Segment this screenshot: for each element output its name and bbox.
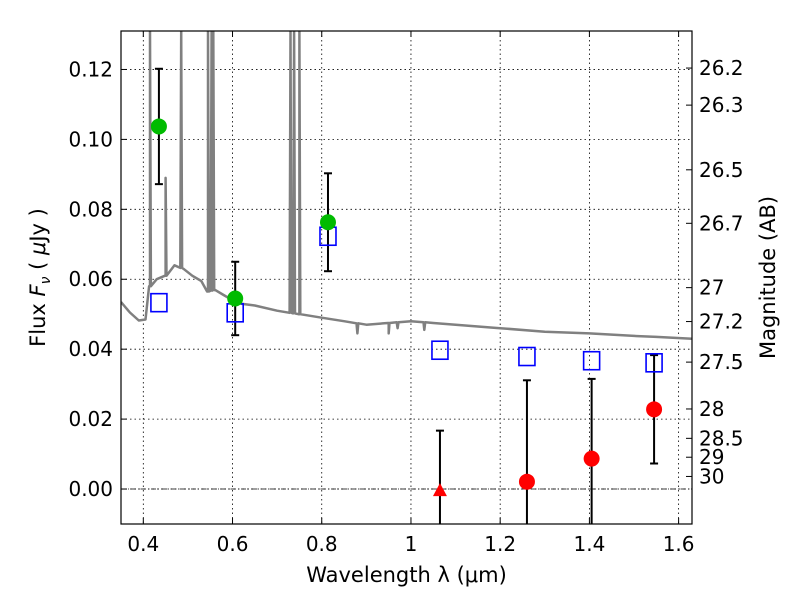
marker-layer — [150, 118, 663, 497]
right-tick-label: 26.5 — [699, 158, 744, 182]
y-axis-label-mu: μ — [26, 242, 50, 256]
y-tick-label: 0.10 — [68, 127, 113, 151]
non-detected-flux-point — [518, 473, 535, 490]
y-axis-label-prefix: Flux — [26, 297, 50, 347]
right-tick-label: 28.5 — [699, 426, 744, 450]
y-axis-label: Flux Fν ( μJy ) — [26, 208, 54, 347]
right-tick-label: 27 — [699, 276, 724, 300]
right-tick-label: 30 — [699, 464, 724, 488]
y-tick-label: 0.04 — [68, 337, 113, 361]
right-tick-label: 29 — [699, 445, 724, 469]
non-detected-flux-point — [646, 401, 663, 418]
non-detected-upper-limit-triangle — [432, 483, 447, 497]
y-tick-label: 0.08 — [68, 197, 113, 221]
spectrum-layer — [121, 31, 692, 340]
x-tick-label: 0.6 — [217, 532, 249, 556]
model-photometry-square — [431, 340, 449, 361]
x-tick-label: 1.2 — [484, 532, 516, 556]
x-tick-label: 1 — [405, 532, 418, 556]
x-tick-label: 1.6 — [663, 532, 695, 556]
y-axis-label-unit-open: ( — [26, 255, 50, 277]
detected-flux-point — [227, 290, 244, 307]
right-tick-label: 28 — [699, 397, 724, 421]
right-tick-label: 27.2 — [699, 310, 744, 334]
x-tick-label: 1.4 — [573, 532, 605, 556]
grid-layer — [121, 31, 692, 524]
x-tick-label: 0.4 — [127, 532, 159, 556]
right-tick-label: 27.5 — [699, 350, 744, 374]
y-tick-label: 0.12 — [68, 57, 113, 81]
y-tick-label: 0.00 — [68, 477, 113, 501]
plot-frame — [120, 30, 693, 525]
model-photometry-square — [150, 292, 168, 313]
model-photometry-square — [645, 353, 663, 373]
model-photometry-square — [518, 346, 536, 367]
right-axis-label: Magnitude (AB) — [756, 196, 780, 359]
right-tick-label: 26.2 — [699, 56, 744, 80]
x-tick-label: 0.8 — [306, 532, 338, 556]
model-spectrum-line — [121, 31, 692, 340]
detected-flux-point — [150, 118, 167, 135]
right-tick-label: 26.3 — [699, 93, 744, 117]
detected-flux-point — [319, 214, 336, 231]
y-axis-label-unit-close: Jy ) — [26, 208, 50, 244]
errorbar-layer — [154, 67, 659, 524]
y-tick-label: 0.02 — [68, 407, 113, 431]
non-detected-flux-point — [583, 450, 600, 467]
y-tick-label: 0.06 — [68, 267, 113, 291]
y-axis-label-variable: F — [26, 284, 50, 297]
model-photometry-square — [582, 350, 601, 371]
right-tick-label: 26.7 — [699, 211, 744, 235]
x-axis-label: Wavelength λ (μm) — [306, 563, 507, 587]
y-axis-label-subscript: ν — [38, 276, 54, 284]
tick-layer: 0.4 0.6 0.8 1 1.2 1.4 1.6 0.00 0.02 0.04 0.06 0.08 0… — [68, 31, 744, 556]
